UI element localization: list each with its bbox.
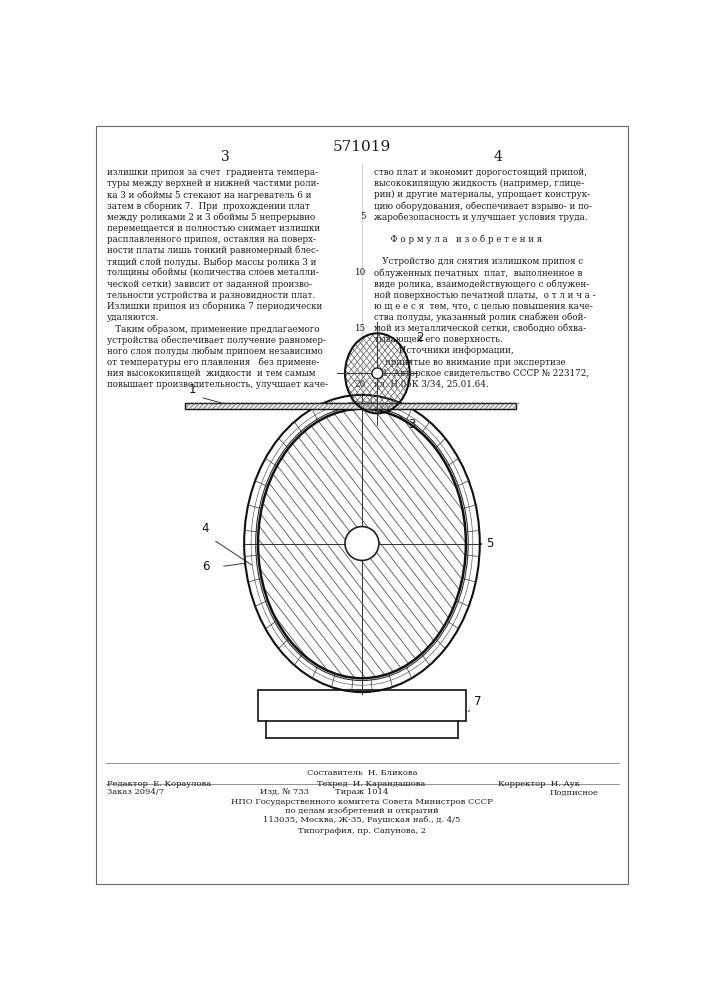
Text: 3: 3 xyxy=(408,418,416,431)
Text: кл. Н 05К 3/34, 25.01.64.: кл. Н 05К 3/34, 25.01.64. xyxy=(373,380,489,389)
Ellipse shape xyxy=(345,527,379,560)
Text: 1. Авторское свидетельство СССР № 223172,: 1. Авторское свидетельство СССР № 223172… xyxy=(373,369,589,378)
Bar xyxy=(258,690,466,721)
Text: затем в сборник 7.  При  прохождении плат: затем в сборник 7. При прохождении плат xyxy=(107,201,310,211)
Text: Тираж 1014: Тираж 1014 xyxy=(335,788,389,796)
Text: ства полуды, указанный ролик снабжен обой-: ства полуды, указанный ролик снабжен обо… xyxy=(373,313,586,322)
Text: Подписное: Подписное xyxy=(549,788,598,796)
Text: 15: 15 xyxy=(355,324,366,333)
Text: ческой сетки) зависит от заданной произво-: ческой сетки) зависит от заданной произв… xyxy=(107,279,312,289)
Text: толщины обоймы (количества слоев металли-: толщины обоймы (количества слоев металли… xyxy=(107,268,319,277)
Text: 10: 10 xyxy=(354,268,366,277)
Text: по делам изобретений и открытий: по делам изобретений и открытий xyxy=(285,807,439,815)
Text: повышает производительность, улучшает каче-: повышает производительность, улучшает ка… xyxy=(107,380,328,389)
Text: облуженных печатных  плат,  выполненное в: облуженных печатных плат, выполненное в xyxy=(373,268,582,278)
Text: 2: 2 xyxy=(416,331,423,344)
Text: 1: 1 xyxy=(189,383,197,396)
Text: принятые во внимание при экспертизе: принятые во внимание при экспертизе xyxy=(373,358,565,367)
Text: Источники информации,: Источники информации, xyxy=(373,346,513,355)
Text: тывающей его поверхность.: тывающей его поверхность. xyxy=(373,335,502,344)
Text: 571019: 571019 xyxy=(333,140,391,154)
Text: Корректор  Н. Аук: Корректор Н. Аук xyxy=(498,780,580,788)
Text: Ф о р м у л а   и з о б р е т е н и я: Ф о р м у л а и з о б р е т е н и я xyxy=(373,235,542,244)
Text: 4: 4 xyxy=(201,522,209,535)
Text: Редактор  Е. Кораулова: Редактор Е. Кораулова xyxy=(107,780,211,788)
Text: ю щ е е с я  тем, что, с целью повышения каче-: ю щ е е с я тем, что, с целью повышения … xyxy=(373,302,592,311)
Text: высококипящую жидкость (например, глице-: высококипящую жидкость (например, глице- xyxy=(373,179,583,188)
Text: Заказ 2094/7: Заказ 2094/7 xyxy=(107,788,164,796)
Text: туры между верхней и нижней частями роли-: туры между верхней и нижней частями роли… xyxy=(107,179,320,188)
Text: виде ролика, взаимодействующего с облужен-: виде ролика, взаимодействующего с облуже… xyxy=(373,279,589,289)
Text: ности платы лишь тонкий равномерный блес-: ности платы лишь тонкий равномерный блес… xyxy=(107,246,319,255)
Text: жаробезопасность и улучшает условия труда.: жаробезопасность и улучшает условия труд… xyxy=(373,212,587,222)
Text: Таким образом, применение предлагаемого: Таким образом, применение предлагаемого xyxy=(107,324,320,334)
Text: 3: 3 xyxy=(221,150,229,164)
Text: Изд. № 733: Изд. № 733 xyxy=(259,788,308,796)
Text: ния высококипящей  жидкости  и тем самым: ния высококипящей жидкости и тем самым xyxy=(107,369,315,378)
Text: Типография, пр. Сапунова, 2: Типография, пр. Сапунова, 2 xyxy=(298,827,426,835)
Text: устройства обеспечивает получение равномер-: устройства обеспечивает получение равном… xyxy=(107,335,326,345)
Text: Техред  И. Карандашова: Техред И. Карандашова xyxy=(317,780,426,788)
Text: от температуры его плавления   без примене-: от температуры его плавления без примене… xyxy=(107,358,320,367)
Text: 113035, Москва, Ж-35, Раушская наб., д. 4/5: 113035, Москва, Ж-35, Раушская наб., д. … xyxy=(263,816,461,824)
Text: Устройство для снятия излишком припоя с: Устройство для снятия излишком припоя с xyxy=(373,257,583,266)
Text: цию оборудования, обеспечивает взрыво- и по-: цию оборудования, обеспечивает взрыво- и… xyxy=(373,201,592,211)
Bar xyxy=(185,403,516,409)
Text: 5: 5 xyxy=(486,537,493,550)
Text: между роликами 2 и 3 обоймы 5 непрерывно: между роликами 2 и 3 обоймы 5 непрерывно xyxy=(107,212,315,222)
Text: 6: 6 xyxy=(201,560,209,573)
Text: излишки припоя за счет  градиента темпера-: излишки припоя за счет градиента темпера… xyxy=(107,168,318,177)
Text: 5: 5 xyxy=(361,212,366,221)
Text: тельности устройства и разновидности плат.: тельности устройства и разновидности пла… xyxy=(107,291,315,300)
Text: ство плат и экономит дорогостоящий припой,: ство плат и экономит дорогостоящий припо… xyxy=(373,168,587,177)
Text: рин) и другие материалы, упрощает конструк-: рин) и другие материалы, упрощает констр… xyxy=(373,190,590,199)
Text: Составитель  Н. Бликова: Составитель Н. Бликова xyxy=(307,769,417,777)
Text: 20: 20 xyxy=(354,380,366,389)
Text: 7: 7 xyxy=(474,695,481,708)
Ellipse shape xyxy=(372,368,382,379)
Text: расплавленного припоя, оставляя на поверх-: расплавленного припоя, оставляя на повер… xyxy=(107,235,316,244)
Text: удаляются.: удаляются. xyxy=(107,313,160,322)
Text: НПО Государственного комитета Совета Министров СССР: НПО Государственного комитета Совета Мин… xyxy=(231,798,493,806)
Text: ного слоя полуды любым припоем независимо: ного слоя полуды любым припоем независим… xyxy=(107,346,323,356)
Text: перемещается и полностью снимает излишки: перемещается и полностью снимает излишки xyxy=(107,224,320,233)
Text: тящий слой полуды. Выбор массы ролика 3 и: тящий слой полуды. Выбор массы ролика 3 … xyxy=(107,257,317,267)
Text: 4: 4 xyxy=(493,150,503,164)
Text: Излишки припоя из сборника 7 периодически: Излишки припоя из сборника 7 периодическ… xyxy=(107,302,322,311)
Text: мой из металлической сетки, свободно обхва-: мой из металлической сетки, свободно обх… xyxy=(373,324,586,333)
Text: ной поверхностью печатной платы,  о т л и ч а -: ной поверхностью печатной платы, о т л и… xyxy=(373,291,595,300)
Text: ка 3 и обоймы 5 стекают на нагреватель 6 и: ка 3 и обоймы 5 стекают на нагреватель 6… xyxy=(107,190,312,200)
